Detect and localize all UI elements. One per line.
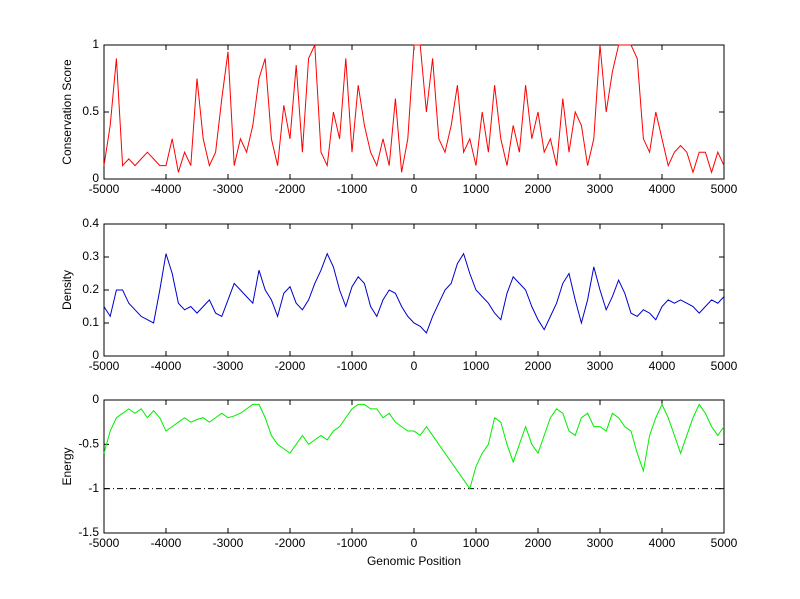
x-tick-label: 3000 xyxy=(587,182,614,196)
data-line xyxy=(103,252,725,334)
y-tick-label: 0.3 xyxy=(82,249,99,263)
y-tick-label: 0 xyxy=(92,348,99,362)
y-axis-label: Conservation Score xyxy=(60,59,74,165)
x-tick-label: -5000 xyxy=(89,359,120,373)
x-tick-label: 4000 xyxy=(649,359,676,373)
data-line xyxy=(103,44,725,174)
y-tick-label: 0.4 xyxy=(82,216,99,230)
x-tick-label: 0 xyxy=(411,359,418,373)
axes-box xyxy=(103,223,725,357)
y-tick-label: -0.5 xyxy=(78,437,99,451)
y-tick-label: 0.2 xyxy=(82,282,99,296)
y-tick-label: 0.5 xyxy=(82,104,99,118)
y-tick-label: 0 xyxy=(92,171,99,185)
x-tick-label: -4000 xyxy=(151,182,182,196)
y-tick-label: -1 xyxy=(88,481,99,495)
x-tick-label: 3000 xyxy=(587,536,614,550)
y-tick-label: 0.1 xyxy=(82,315,99,329)
x-tick-label: -4000 xyxy=(151,359,182,373)
x-tick-label: -1000 xyxy=(337,536,368,550)
x-tick-label: -2000 xyxy=(275,182,306,196)
x-tick-label: 4000 xyxy=(649,536,676,550)
x-tick-label: -3000 xyxy=(213,182,244,196)
x-tick-label: -3000 xyxy=(213,536,244,550)
axes-box xyxy=(103,44,725,180)
x-tick-label: 1000 xyxy=(463,536,490,550)
x-tick-label: -5000 xyxy=(89,182,120,196)
x-tick-label: 1000 xyxy=(463,182,490,196)
x-tick-label: 5000 xyxy=(711,182,738,196)
y-tick-label: 0 xyxy=(92,392,99,406)
x-tick-label: 4000 xyxy=(649,182,676,196)
axes-box xyxy=(103,399,725,534)
x-tick-label: -1000 xyxy=(337,359,368,373)
x-tick-label: 5000 xyxy=(711,536,738,550)
x-tick-label: -2000 xyxy=(275,536,306,550)
x-tick-label: 2000 xyxy=(525,182,552,196)
x-axis-label: Genomic Position xyxy=(367,554,461,568)
x-tick-label: -4000 xyxy=(151,536,182,550)
x-tick-label: 0 xyxy=(411,182,418,196)
x-tick-label: -5000 xyxy=(89,536,120,550)
x-tick-label: 2000 xyxy=(525,536,552,550)
x-tick-label: 2000 xyxy=(525,359,552,373)
x-tick-label: -3000 xyxy=(213,359,244,373)
y-tick-label: -1.5 xyxy=(78,525,99,539)
y-axis-label: Density xyxy=(60,270,74,310)
y-tick-label: 1 xyxy=(92,37,99,51)
data-line xyxy=(103,403,725,490)
y-axis-label: Energy xyxy=(60,447,74,485)
x-tick-label: -1000 xyxy=(337,182,368,196)
x-tick-label: 1000 xyxy=(463,359,490,373)
x-tick-label: 5000 xyxy=(711,359,738,373)
x-tick-label: -2000 xyxy=(275,359,306,373)
x-tick-label: 0 xyxy=(411,536,418,550)
x-tick-label: 3000 xyxy=(587,359,614,373)
